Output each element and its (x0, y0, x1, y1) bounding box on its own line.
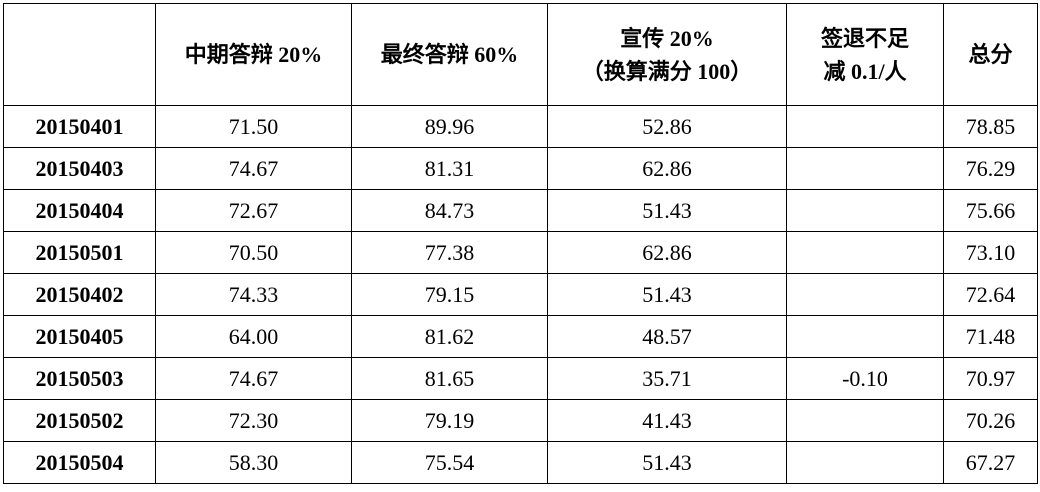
header-total: 总分 (943, 3, 1038, 106)
promotion-score-cell: 41.43 (547, 399, 787, 442)
midterm-score-cell: 72.67 (155, 189, 352, 232)
table-row: 20150405 64.00 81.62 48.57 71.48 (3, 315, 1038, 358)
table-row: 20150403 74.67 81.31 62.86 76.29 (3, 147, 1038, 190)
promotion-score-cell: 62.86 (547, 231, 787, 274)
table-row: 20150503 74.67 81.65 35.71 -0.10 70.97 (3, 357, 1038, 400)
table-row: 20150402 74.33 79.15 51.43 72.64 (3, 273, 1038, 316)
total-score-cell: 73.10 (943, 231, 1038, 274)
team-id-cell: 20150403 (3, 147, 156, 190)
midterm-score-cell: 74.67 (155, 147, 352, 190)
penalty-cell (786, 105, 944, 148)
total-score-cell: 70.26 (943, 399, 1038, 442)
promotion-score-cell: 35.71 (547, 357, 787, 400)
midterm-score-cell: 71.50 (155, 105, 352, 148)
header-promotion-line1: 宣传 20% (620, 25, 714, 51)
header-empty (3, 3, 156, 106)
final-score-cell: 75.54 (351, 441, 548, 484)
penalty-cell (786, 231, 944, 274)
header-penalty: 签退不足 减 0.1/人 (786, 3, 944, 106)
header-promotion-line2: （换算满分 100） (581, 58, 753, 84)
team-id-cell: 20150405 (3, 315, 156, 358)
promotion-score-cell: 51.43 (547, 273, 787, 316)
table-row: 20150401 71.50 89.96 52.86 78.85 (3, 105, 1038, 148)
team-id-cell: 20150503 (3, 357, 156, 400)
header-midterm: 中期答辩 20% (155, 3, 352, 106)
penalty-cell (786, 147, 944, 190)
total-score-cell: 72.64 (943, 273, 1038, 316)
midterm-score-cell: 70.50 (155, 231, 352, 274)
promotion-score-cell: 62.86 (547, 147, 787, 190)
promotion-score-cell: 52.86 (547, 105, 787, 148)
final-score-cell: 89.96 (351, 105, 548, 148)
promotion-score-cell: 51.43 (547, 189, 787, 232)
final-score-cell: 81.62 (351, 315, 548, 358)
midterm-score-cell: 74.33 (155, 273, 352, 316)
total-score-cell: 70.97 (943, 357, 1038, 400)
header-final: 最终答辩 60% (351, 3, 548, 106)
final-score-cell: 81.65 (351, 357, 548, 400)
midterm-score-cell: 74.67 (155, 357, 352, 400)
total-score-cell: 67.27 (943, 441, 1038, 484)
final-score-cell: 84.73 (351, 189, 548, 232)
penalty-cell: -0.10 (786, 357, 944, 400)
team-id-cell: 20150501 (3, 231, 156, 274)
final-score-cell: 79.19 (351, 399, 548, 442)
final-score-cell: 77.38 (351, 231, 548, 274)
header-row: 中期答辩 20% 最终答辩 60% 宣传 20% （换算满分 100） 签退不足… (3, 3, 1038, 106)
penalty-cell (786, 273, 944, 316)
team-id-cell: 20150502 (3, 399, 156, 442)
team-id-cell: 20150401 (3, 105, 156, 148)
penalty-cell (786, 399, 944, 442)
promotion-score-cell: 51.43 (547, 441, 787, 484)
total-score-cell: 78.85 (943, 105, 1038, 148)
final-score-cell: 81.31 (351, 147, 548, 190)
header-promotion: 宣传 20% （换算满分 100） (547, 3, 787, 106)
promotion-score-cell: 48.57 (547, 315, 787, 358)
table-row: 20150404 72.67 84.73 51.43 75.66 (3, 189, 1038, 232)
header-penalty-line1: 签退不足 (820, 25, 909, 51)
header-penalty-line2: 减 0.1/人 (823, 58, 907, 84)
team-id-cell: 20150404 (3, 189, 156, 232)
team-id-cell: 20150504 (3, 441, 156, 484)
final-score-cell: 79.15 (351, 273, 548, 316)
penalty-cell (786, 441, 944, 484)
total-score-cell: 75.66 (943, 189, 1038, 232)
midterm-score-cell: 58.30 (155, 441, 352, 484)
midterm-score-cell: 72.30 (155, 399, 352, 442)
penalty-cell (786, 315, 944, 358)
score-table: 中期答辩 20% 最终答辩 60% 宣传 20% （换算满分 100） 签退不足… (3, 3, 1038, 484)
table-row: 20150504 58.30 75.54 51.43 67.27 (3, 441, 1038, 484)
penalty-cell (786, 189, 944, 232)
table-row: 20150501 70.50 77.38 62.86 73.10 (3, 231, 1038, 274)
total-score-cell: 71.48 (943, 315, 1038, 358)
table-row: 20150502 72.30 79.19 41.43 70.26 (3, 399, 1038, 442)
total-score-cell: 76.29 (943, 147, 1038, 190)
midterm-score-cell: 64.00 (155, 315, 352, 358)
team-id-cell: 20150402 (3, 273, 156, 316)
